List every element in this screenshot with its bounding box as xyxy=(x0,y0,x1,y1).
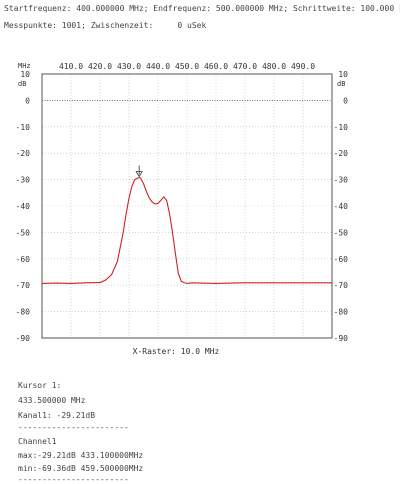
cursor-title: Kursor 1: xyxy=(18,381,62,390)
x-tick-label: 460.0 xyxy=(204,62,228,71)
plot-grid xyxy=(42,74,332,338)
cursor-marker-arrow xyxy=(135,171,143,178)
y-tick-label-right: -70 xyxy=(334,281,349,290)
y-tick-label-right: -90 xyxy=(334,334,349,343)
x-tick-label: 440.0 xyxy=(146,62,170,71)
measurement-points-line: Messpunkte: 1001; Zwischenzeit: 0 uSek xyxy=(4,21,207,30)
y-tick-label-left: 10 xyxy=(20,70,30,79)
x-tick-label: 490.0 xyxy=(291,62,315,71)
y-unit-label-left: dB xyxy=(18,80,26,88)
x-tick-label: 480.0 xyxy=(262,62,286,71)
spectrum-plot: 410.0 420.0 430.0 440.0 450.0 460.0 470.0 480.0… xyxy=(16,62,349,356)
y-unit-label-right: dB xyxy=(337,80,345,88)
y-tick-label-right: -50 xyxy=(334,228,349,237)
channel-max: max:-29.21dB 433.100000MHz xyxy=(18,451,144,460)
x-tick-label: 450.0 xyxy=(175,62,199,71)
y-tick-label-right: -20 xyxy=(334,149,349,158)
y-tick-label-right: -40 xyxy=(334,202,349,211)
y-tick-label-right: -60 xyxy=(334,255,349,264)
y-tick-label-left: -40 xyxy=(16,202,31,211)
y-tick-label-right: -80 xyxy=(334,308,349,317)
y-tick-label-left: 0 xyxy=(25,96,30,105)
y-tick-label-right: -30 xyxy=(334,176,349,185)
y-tick-label-left: -70 xyxy=(16,281,31,290)
x-tick-label: 430.0 xyxy=(117,62,141,71)
y-tick-label-left: -60 xyxy=(16,255,31,264)
channel-title: Channel1 xyxy=(18,437,57,446)
x-raster-label: X-Raster: 10.0 MHz xyxy=(133,347,220,356)
x-tick-label: 410.0 xyxy=(59,62,83,71)
sweep-parameters-line: Startfrequenz: 400.000000 MHz; Endfreque… xyxy=(4,4,400,13)
separator-line: ----------------------- xyxy=(18,423,129,432)
y-tick-label-right: -10 xyxy=(334,123,349,132)
cursor-level: Kanal1: -29.21dB xyxy=(18,411,96,420)
plot-frame xyxy=(41,73,333,339)
y-tick-label-right: 10 xyxy=(338,70,348,79)
axis-labels: 410.0 420.0 430.0 440.0 450.0 460.0 470.0 480.0… xyxy=(16,62,349,343)
x-tick-label: 420.0 xyxy=(88,62,112,71)
y-tick-label-left: -50 xyxy=(16,228,31,237)
trace-layer xyxy=(41,165,332,284)
signal-trace xyxy=(41,176,332,284)
y-tick-label-left: -20 xyxy=(16,149,31,158)
y-tick-label-left: -90 xyxy=(16,334,31,343)
y-tick-label-right: 0 xyxy=(343,96,348,105)
x-tick-label: 470.0 xyxy=(233,62,257,71)
y-tick-label-left: -80 xyxy=(16,308,31,317)
y-tick-label-left: -10 xyxy=(16,123,31,132)
x-unit-label: MHz xyxy=(18,62,31,70)
channel-min: min:-69.36dB 459.500000MHz xyxy=(18,464,144,473)
cursor-frequency: 433.500000 MHz xyxy=(18,396,86,405)
separator-line-2: ----------------------- xyxy=(18,475,129,484)
y-tick-label-left: -30 xyxy=(16,176,31,185)
